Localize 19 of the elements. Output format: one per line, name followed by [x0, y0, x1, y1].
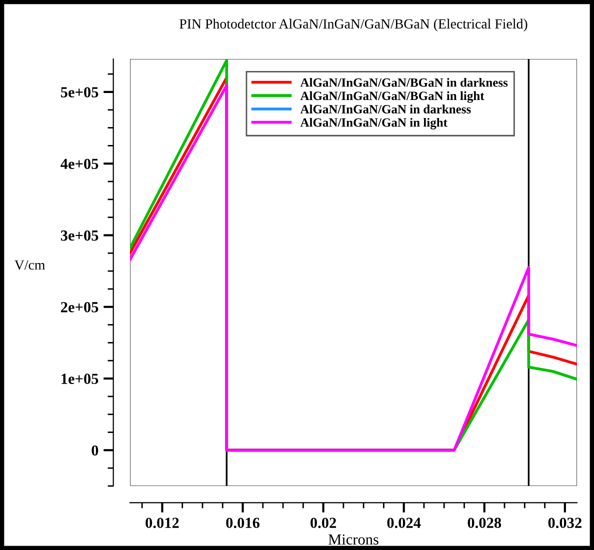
x-tick-label: 0.016: [226, 518, 260, 528]
y-tick-label: 0: [92, 445, 98, 456]
legend-label: AlGaN/InGaN/GaN/BGaN in darkness: [300, 78, 508, 87]
y-tick-label: 5e+05: [60, 87, 98, 98]
x-tick-label: 0.02: [310, 518, 336, 528]
chart-title: PIN Photodetctor AlGaN/InGaN/GaN/BGaN (Electrical Field): [180, 18, 528, 32]
x-tick-label: 0.012: [146, 518, 179, 528]
x-axis-title: Microns: [328, 534, 378, 545]
x-tick-label: 0.028: [468, 518, 502, 528]
y-axis-title: V/cm: [14, 260, 45, 270]
legend-label: AlGaN/InGaN/GaN in light: [300, 118, 448, 130]
y-tick-label: 3e+05: [60, 230, 98, 241]
legend-label: AlGaN/InGaN/GaN/BGaN in light: [300, 91, 484, 103]
y-tick-label: 1e+05: [62, 374, 98, 384]
y-tick-label: 4e+05: [60, 158, 98, 170]
x-tick-label: 0.032: [548, 518, 582, 528]
x-tick-label: 0.024: [387, 518, 421, 528]
legend-label: AlGaN/InGaN/GaN in darkness: [300, 104, 471, 114]
y-tick-label: 2e+05: [60, 302, 98, 312]
